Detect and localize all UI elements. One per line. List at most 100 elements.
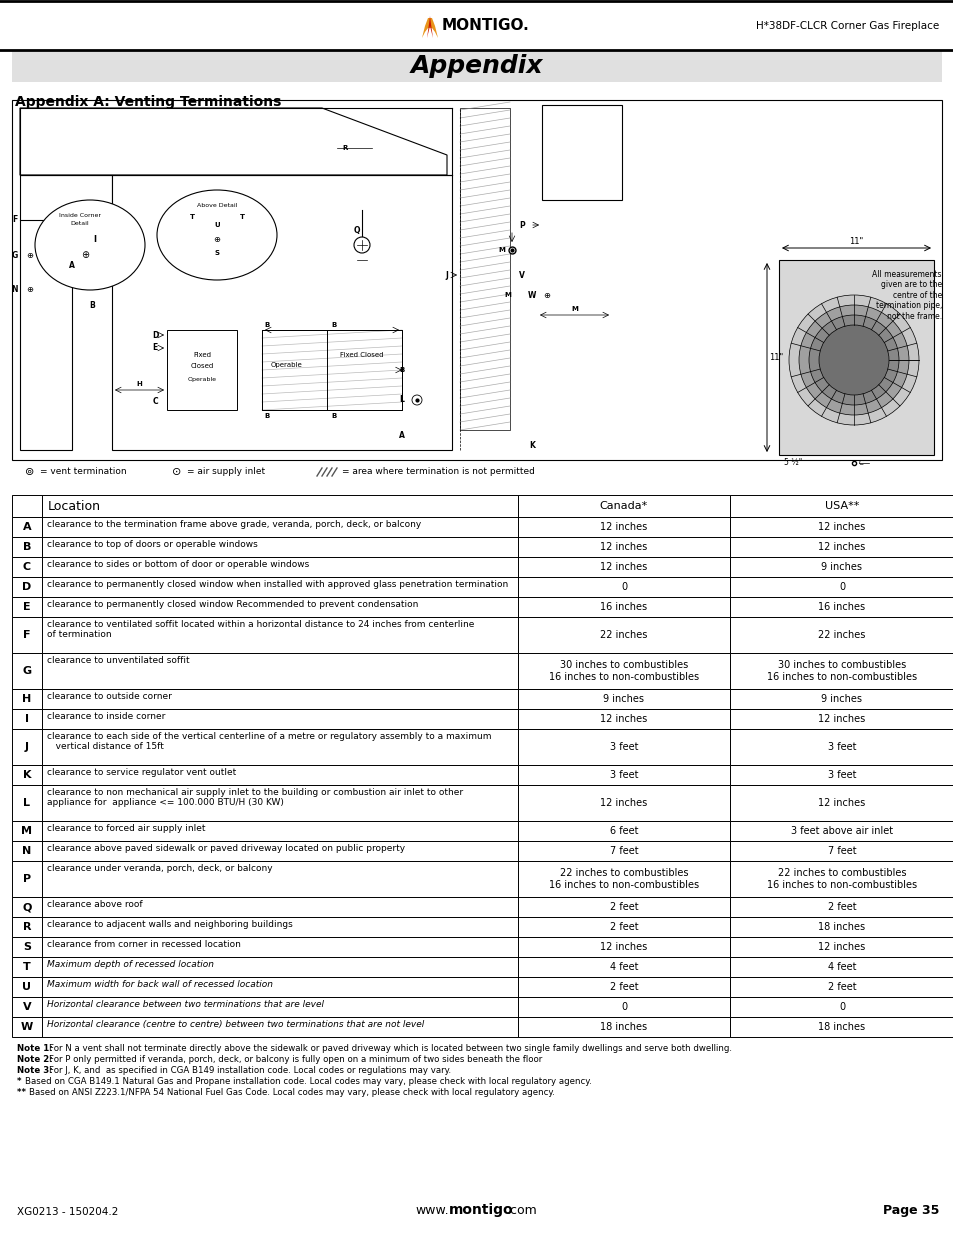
Text: 3 feet: 3 feet (827, 742, 856, 752)
Text: P: P (518, 221, 524, 230)
Bar (517, 977, 729, 997)
Bar (42, 495, 517, 517)
Text: 3 feet: 3 feet (609, 769, 638, 781)
Text: Operable: Operable (188, 378, 216, 383)
Text: L: L (399, 395, 404, 405)
Bar (42, 841, 517, 861)
Text: 2 feet: 2 feet (609, 923, 638, 932)
Bar (42, 821, 517, 841)
Text: 2 feet: 2 feet (609, 982, 638, 992)
Polygon shape (421, 19, 437, 38)
Bar (541, 105, 621, 200)
Text: Maximum width for back wall of recessed location: Maximum width for back wall of recessed … (47, 981, 273, 989)
Text: 12 inches: 12 inches (818, 798, 864, 808)
Bar (42, 785, 517, 821)
Text: F: F (12, 215, 17, 225)
Text: 2 feet: 2 feet (827, 902, 856, 911)
Text: J: J (445, 270, 448, 279)
Bar (12, 537, 42, 557)
Bar (42, 957, 517, 977)
Text: clearance to sides or bottom of door or operable windows: clearance to sides or bottom of door or … (47, 559, 309, 569)
Text: B: B (264, 412, 270, 419)
Bar (517, 957, 729, 977)
Bar (12, 841, 42, 861)
Text: clearance above roof: clearance above roof (47, 900, 143, 909)
Text: J: J (25, 742, 29, 752)
Text: 16 inches: 16 inches (599, 601, 647, 613)
Text: A: A (23, 522, 31, 532)
Text: www.: www. (415, 1204, 449, 1216)
Text: M: M (571, 306, 578, 312)
Bar (42, 577, 517, 597)
Bar (12, 689, 42, 709)
Text: Location: Location (48, 499, 101, 513)
Text: U: U (23, 982, 31, 992)
Text: ⊕: ⊕ (81, 249, 89, 261)
Text: E: E (23, 601, 30, 613)
Text: 18 inches: 18 inches (818, 923, 864, 932)
Text: F: F (23, 630, 30, 640)
Text: M: M (498, 247, 505, 253)
Text: ⊙: ⊙ (172, 467, 181, 477)
Text: *: * (17, 1077, 25, 1086)
Text: T: T (190, 214, 194, 220)
Text: 9 inches: 9 inches (821, 694, 862, 704)
Bar (12, 861, 42, 897)
Bar (42, 557, 517, 577)
Text: 12 inches: 12 inches (599, 542, 647, 552)
Text: S: S (23, 942, 30, 952)
Bar (729, 821, 953, 841)
Text: 22 inches to combustibles
16 inches to non-combustibles: 22 inches to combustibles 16 inches to n… (548, 868, 699, 889)
Text: 12 inches: 12 inches (599, 522, 647, 532)
Text: E: E (152, 343, 157, 352)
Bar (517, 764, 729, 785)
Bar (517, 997, 729, 1016)
Text: D: D (152, 331, 158, 340)
Bar (729, 577, 953, 597)
Text: Fixed Closed: Fixed Closed (340, 352, 383, 358)
Bar (42, 997, 517, 1016)
Text: clearance to the termination frame above grade, veranda, porch, deck, or balcony: clearance to the termination frame above… (47, 520, 421, 529)
Polygon shape (20, 107, 447, 175)
Text: Operable: Operable (271, 362, 302, 368)
Text: H: H (136, 382, 142, 387)
Bar (517, 689, 729, 709)
Text: Fixed: Fixed (193, 352, 211, 358)
Bar (729, 785, 953, 821)
Bar (517, 897, 729, 918)
Text: Page 35: Page 35 (882, 1204, 938, 1216)
Text: B: B (264, 322, 270, 329)
Text: montigo: montigo (449, 1203, 513, 1216)
Text: = vent termination: = vent termination (40, 468, 127, 477)
Text: S: S (214, 249, 219, 256)
Text: MONTIGO.: MONTIGO. (441, 19, 529, 33)
Bar (42, 937, 517, 957)
Bar (262, 330, 401, 410)
Circle shape (412, 395, 421, 405)
Text: For N a vent shall not terminate directly above the sidewalk or paved driveway w: For N a vent shall not terminate directl… (49, 1044, 731, 1053)
Bar (12, 937, 42, 957)
Text: 11": 11" (848, 237, 862, 246)
Text: 3 feet above air inlet: 3 feet above air inlet (790, 826, 892, 836)
Text: 12 inches: 12 inches (599, 562, 647, 572)
Text: 2 feet: 2 feet (609, 902, 638, 911)
Text: clearance to adjacent walls and neighboring buildings: clearance to adjacent walls and neighbor… (47, 920, 293, 929)
Bar (12, 977, 42, 997)
Text: B: B (399, 367, 404, 373)
Text: 30 inches to combustibles
16 inches to non-combustibles: 30 inches to combustibles 16 inches to n… (548, 661, 699, 682)
Text: Based on ANSI Z223.1/NFPA 54 National Fuel Gas Code. Local codes may vary, pleas: Based on ANSI Z223.1/NFPA 54 National Fu… (29, 1088, 555, 1097)
Text: 4 feet: 4 feet (827, 962, 856, 972)
Text: clearance to unventilated soffit: clearance to unventilated soffit (47, 656, 190, 664)
Bar (729, 517, 953, 537)
Bar (12, 618, 42, 653)
Bar (42, 897, 517, 918)
Bar (12, 597, 42, 618)
Bar (42, 764, 517, 785)
Text: clearance to top of doors or operable windows: clearance to top of doors or operable wi… (47, 540, 257, 550)
Bar (517, 709, 729, 729)
Bar (12, 997, 42, 1016)
Text: Inside Corner: Inside Corner (59, 212, 101, 219)
Bar (517, 537, 729, 557)
Text: clearance to service regulator vent outlet: clearance to service regulator vent outl… (47, 768, 236, 777)
Text: 3 feet: 3 feet (827, 769, 856, 781)
